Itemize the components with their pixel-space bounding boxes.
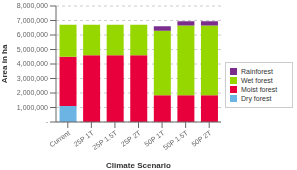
svg-text:Area in ha: Area in ha — [8, 44, 9, 83]
svg-text:Current: Current — [48, 129, 71, 148]
svg-text:7,000,000: 7,000,000 — [17, 17, 48, 24]
svg-text:3,000,000: 3,000,000 — [17, 75, 48, 82]
svg-text:5,000,000: 5,000,000 — [17, 46, 48, 53]
svg-text:Climate Scenario: Climate Scenario — [106, 161, 171, 170]
html-text:Rainforest: Rainforest — [241, 68, 273, 75]
svg-text:4,000,000: 4,000,000 — [17, 60, 48, 67]
html-text:Moist forest: Moist forest — [241, 86, 278, 93]
svg-text:-: - — [46, 118, 49, 125]
svg-text:25P 1.5T: 25P 1.5T — [91, 129, 119, 151]
html-text:Wet forest: Wet forest — [241, 77, 273, 84]
svg-text:25P 2T: 25P 2T — [120, 129, 143, 148]
svg-text:6,000,000: 6,000,000 — [17, 31, 48, 38]
html-text:Dry forest: Dry forest — [241, 95, 272, 102]
svg-text:50P 1.5T: 50P 1.5T — [162, 129, 190, 151]
svg-text:50P 2T: 50P 2T — [190, 129, 213, 148]
svg-text:50P 1T: 50P 1T — [143, 129, 166, 148]
svg-text:25P 1T: 25P 1T — [72, 129, 95, 148]
svg-text:1,000,000: 1,000,000 — [17, 104, 48, 111]
svg-text:8,000,000: 8,000,000 — [17, 2, 48, 9]
svg-text:2,000,000: 2,000,000 — [17, 89, 48, 96]
